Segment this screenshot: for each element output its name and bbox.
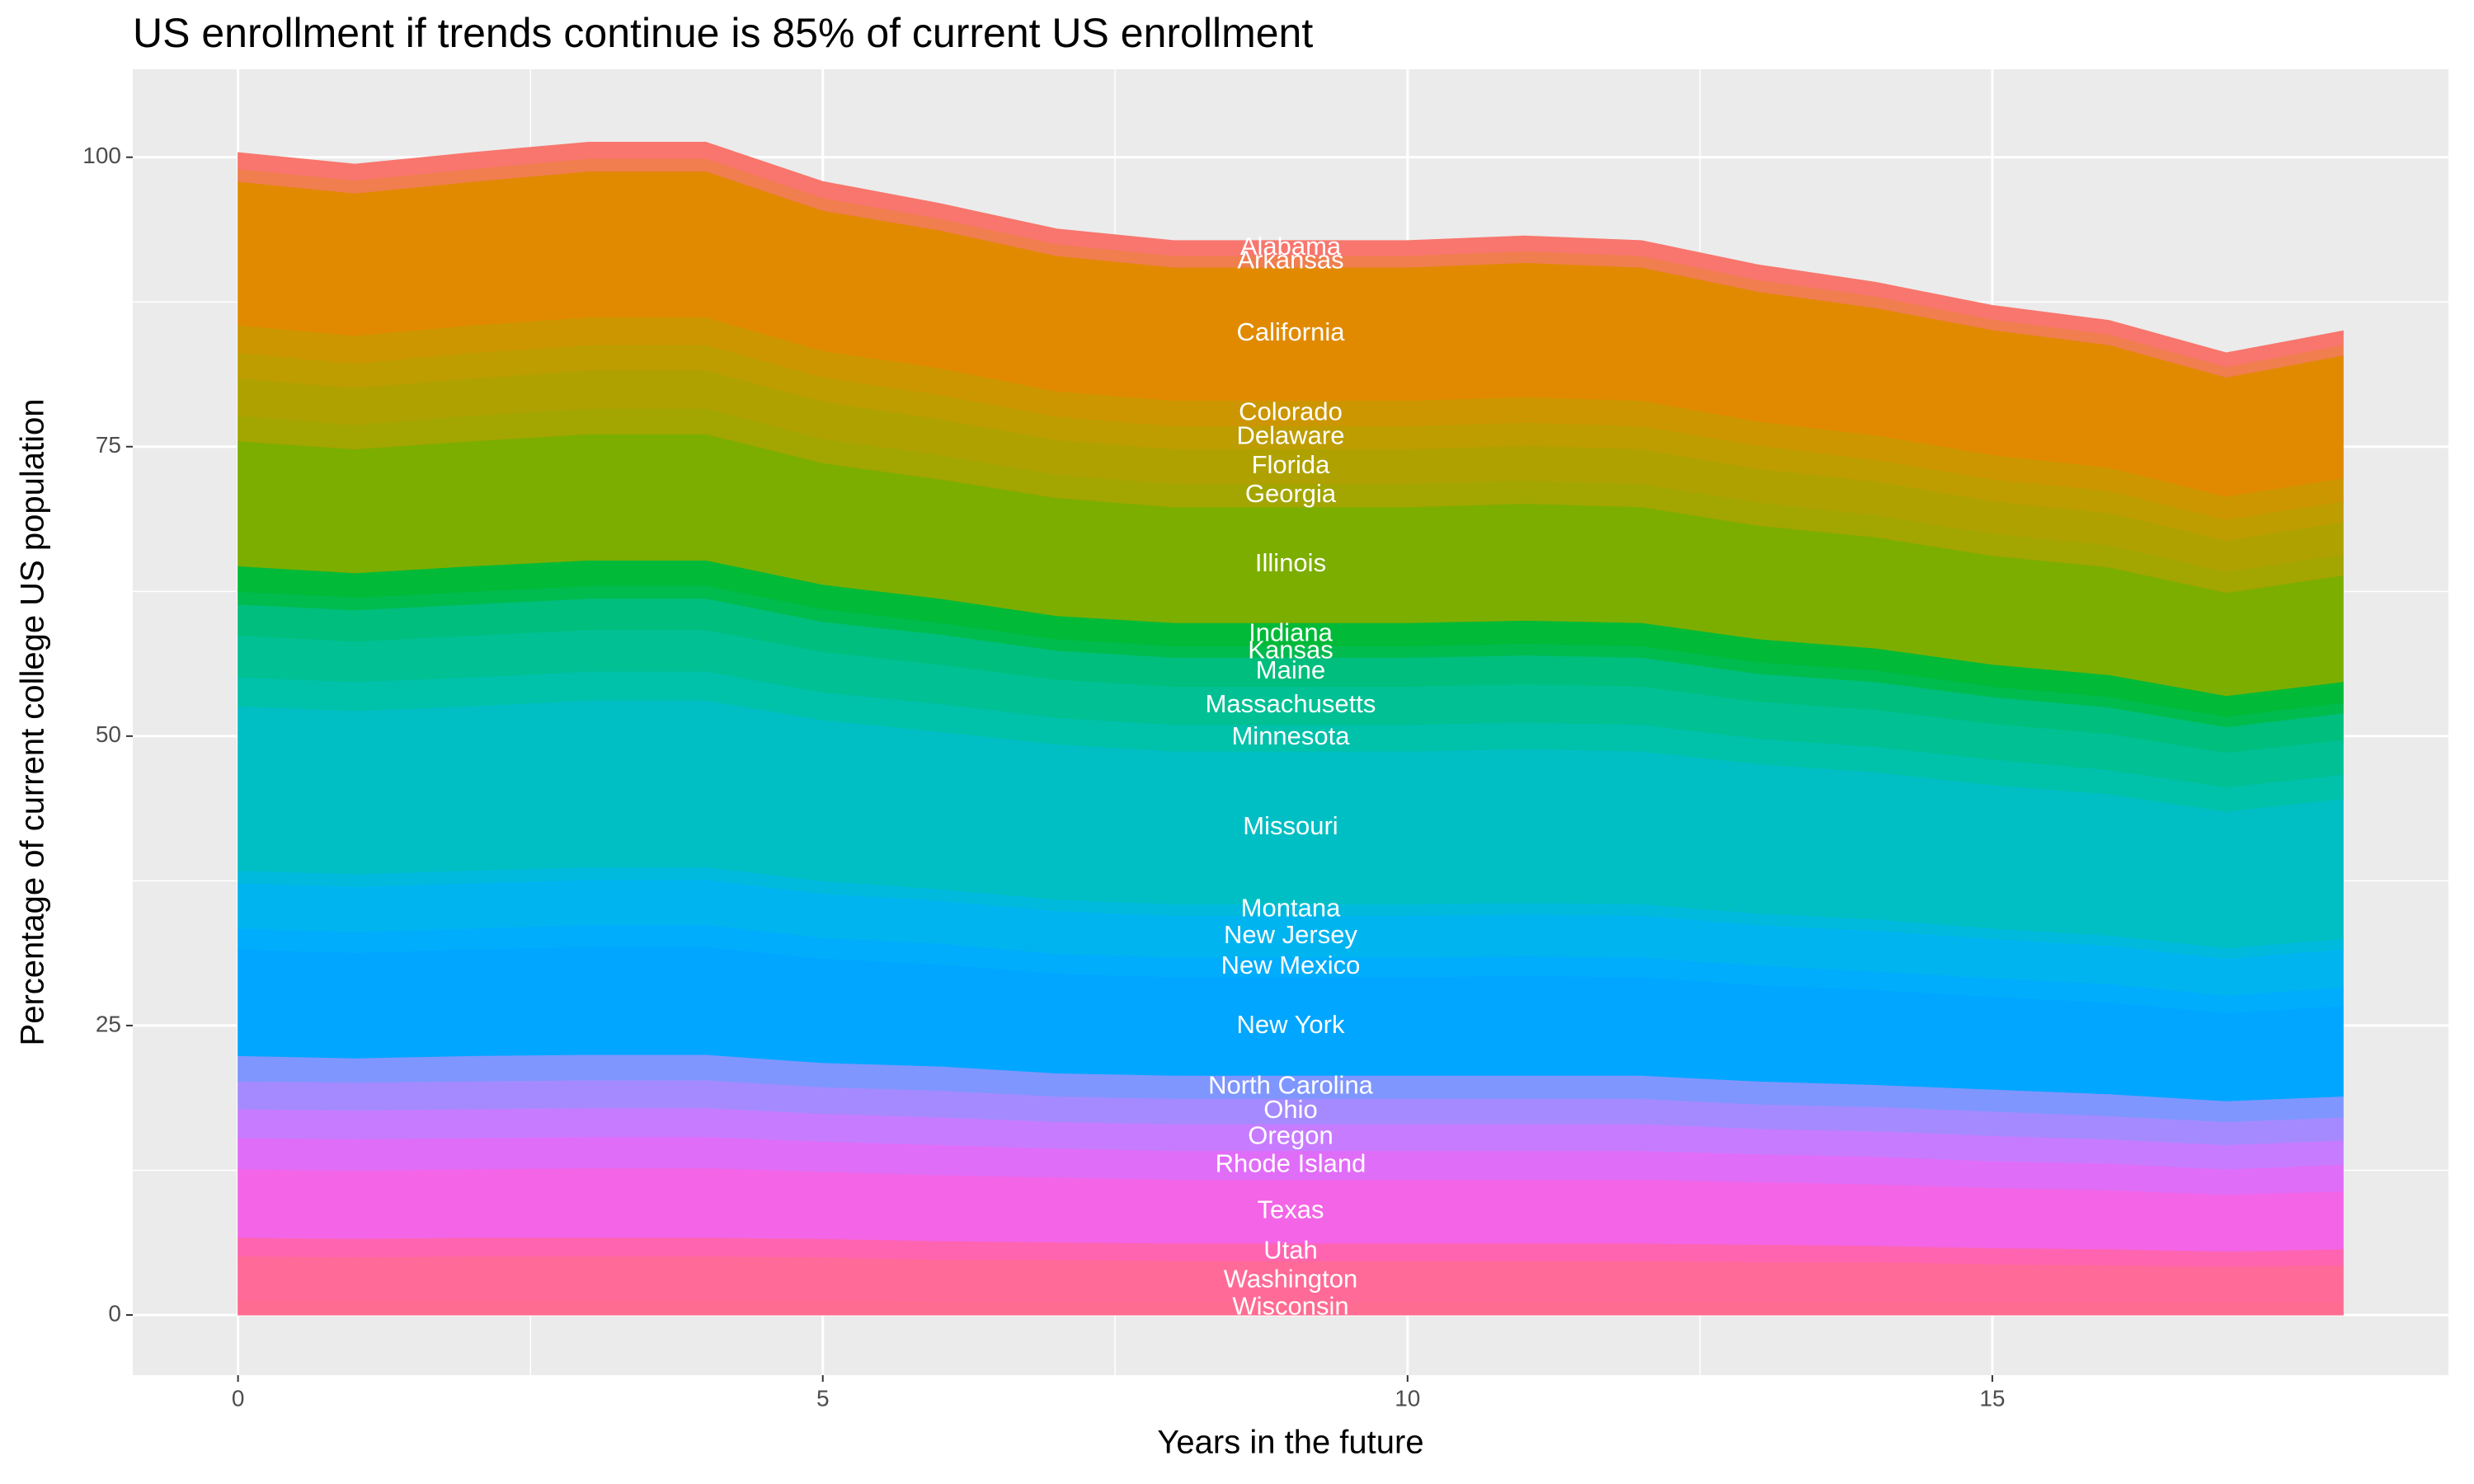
area-label: California bbox=[1237, 317, 1346, 346]
area-label: Delaware bbox=[1237, 421, 1345, 450]
area-label: Utah bbox=[1263, 1236, 1317, 1265]
x-tick-label: 0 bbox=[232, 1385, 245, 1411]
area-label: Wisconsin bbox=[1232, 1292, 1348, 1321]
area-label: Minnesota bbox=[1231, 721, 1350, 750]
area-label: Georgia bbox=[1245, 479, 1337, 508]
area-label: Florida bbox=[1252, 450, 1331, 479]
y-tick-label: 100 bbox=[82, 143, 121, 168]
y-tick-label: 0 bbox=[108, 1300, 121, 1326]
area-label: North Carolina bbox=[1208, 1071, 1374, 1100]
area-label: Oregon bbox=[1248, 1121, 1333, 1150]
y-axis-title: Percentage of current college US populat… bbox=[15, 399, 51, 1046]
area-label: Kansas bbox=[1248, 636, 1333, 665]
area-label: Ohio bbox=[1263, 1095, 1317, 1124]
y-tick-label: 50 bbox=[96, 721, 121, 747]
y-tick-label: 25 bbox=[96, 1011, 121, 1036]
area-label: Montana bbox=[1241, 894, 1341, 923]
x-tick-label: 10 bbox=[1395, 1385, 1420, 1411]
y-tick-label: 75 bbox=[96, 432, 121, 458]
area-label: New Jersey bbox=[1224, 920, 1357, 949]
area-label: Arkansas bbox=[1237, 245, 1343, 274]
area-label: Rhode Island bbox=[1216, 1148, 1366, 1177]
area-label: New York bbox=[1237, 1010, 1345, 1039]
x-tick-label: 5 bbox=[816, 1385, 830, 1411]
x-tick-label: 15 bbox=[1979, 1385, 2005, 1411]
area-label: Maine bbox=[1256, 655, 1325, 684]
area-label: New Mexico bbox=[1221, 951, 1361, 979]
area-label: Washington bbox=[1224, 1265, 1358, 1294]
areas bbox=[238, 141, 2344, 1316]
x-axis-title: Years in the future bbox=[1157, 1425, 1423, 1461]
area-label: Massachusetts bbox=[1206, 689, 1376, 718]
chart-title: US enrollment if trends continue is 85% … bbox=[133, 10, 1313, 56]
area bbox=[238, 141, 2344, 368]
area-label: Alabama bbox=[1240, 232, 1342, 261]
area-label: Texas bbox=[1258, 1195, 1324, 1223]
area-label: Missouri bbox=[1243, 811, 1338, 840]
area-label: Colorado bbox=[1239, 397, 1343, 425]
area-label: Indiana bbox=[1249, 618, 1333, 646]
axes: 0 25 50 75 100 0 5 10 15 bbox=[82, 143, 2005, 1411]
area-label: Illinois bbox=[1255, 548, 1326, 577]
